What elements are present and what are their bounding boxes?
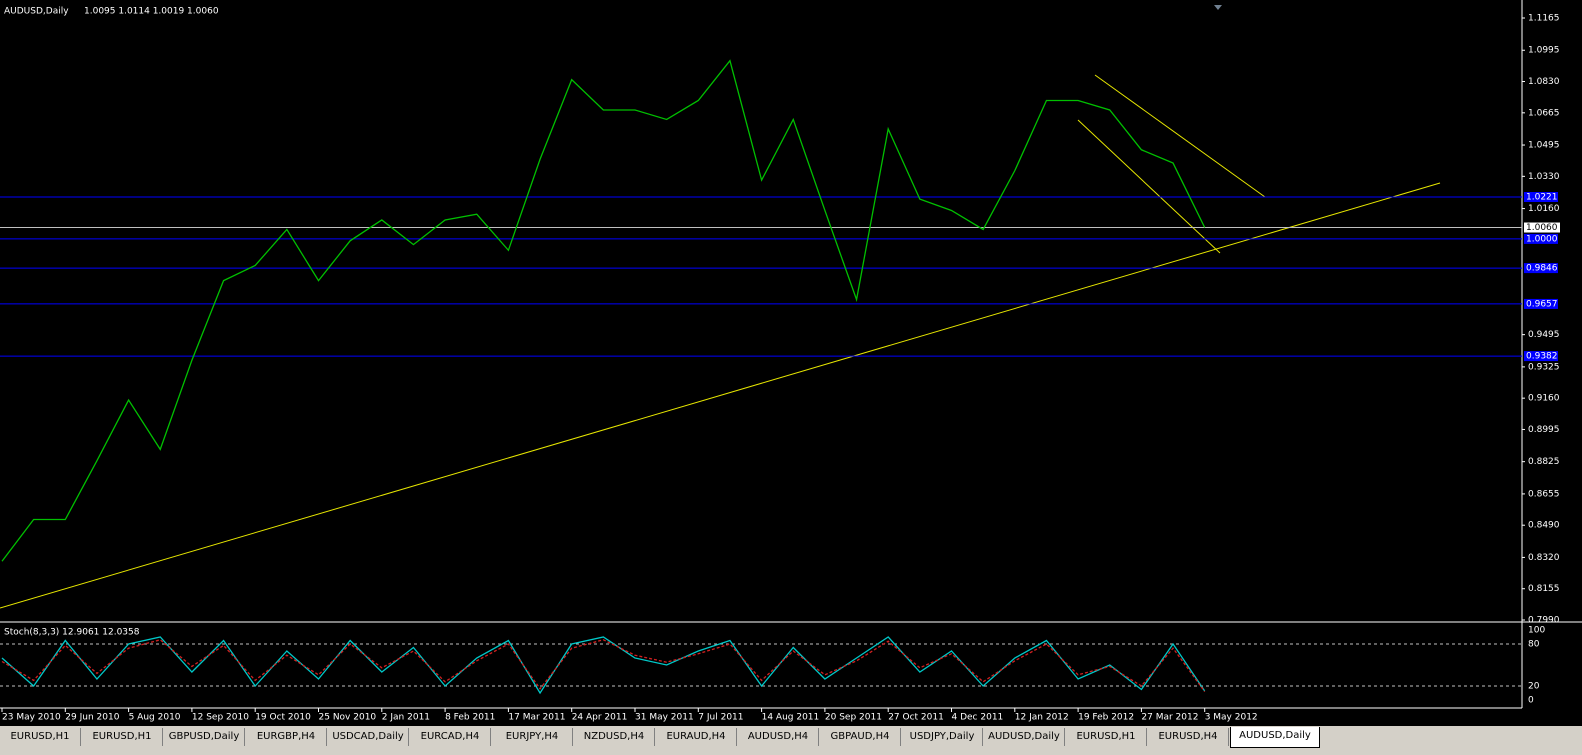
level-label-box (1524, 263, 1558, 274)
x-tick-label: 2 Jan 2011 (382, 713, 430, 723)
y-tick-label: 0.9160 (1528, 394, 1560, 404)
tab[interactable]: AUDUSD,Daily (1230, 727, 1320, 748)
y-tick-label: 20 (1528, 682, 1540, 692)
tab[interactable]: AUDUSD,Daily (984, 728, 1065, 746)
y-tick-label: 1.0830 (1528, 77, 1560, 87)
tab[interactable]: EURCAD,H4 (410, 728, 491, 746)
x-tick-label: 5 Aug 2010 (129, 713, 181, 723)
level-label: 1.0221 (1526, 192, 1558, 202)
y-tick-label: 0.8320 (1528, 553, 1560, 563)
tab[interactable]: GBPAUD,H4 (820, 728, 901, 746)
x-tick-label: 27 Oct 2011 (888, 713, 944, 723)
tab[interactable]: NZDUSD,H4 (574, 728, 655, 746)
y-tick-label: 1.0665 (1528, 108, 1560, 118)
x-tick-label: 3 May 2012 (1205, 713, 1258, 723)
x-tick-label: 20 Sep 2011 (825, 713, 882, 723)
tab[interactable]: USDCAD,Daily (328, 728, 409, 746)
y-tick-label: 1.0330 (1528, 172, 1560, 182)
y-tick-label: 0.8490 (1528, 521, 1560, 531)
x-tick-label: 31 May 2011 (635, 713, 694, 723)
shift-marker (1214, 5, 1222, 10)
y-tick-label: 0.9495 (1528, 330, 1560, 340)
level-label: 0.9657 (1526, 299, 1558, 309)
background (0, 0, 1582, 726)
level-label-box (1524, 298, 1558, 309)
level-label: 0.9846 (1526, 264, 1558, 274)
series-line (1, 639, 1206, 692)
y-tick-label: 0.8655 (1528, 489, 1560, 499)
tab[interactable]: GBPUSD,Daily (164, 728, 245, 746)
x-tick-label: 23 May 2010 (2, 713, 61, 723)
y-tick-label: 0.8825 (1528, 457, 1560, 467)
trend-line (0, 182, 1441, 609)
x-tick-label: 19 Oct 2010 (255, 713, 311, 723)
current-price-label: 1.0060 (1526, 223, 1558, 233)
y-tick-label: 1.0995 (1528, 46, 1560, 56)
level-label-box (1524, 191, 1558, 202)
y-tick-label: 0 (1528, 696, 1534, 706)
level-label-box (1524, 233, 1558, 244)
current-price-box (1524, 222, 1560, 233)
y-tick-label: 80 (1528, 640, 1540, 650)
x-tick-label: 27 Mar 2012 (1141, 713, 1198, 723)
level-label: 1.0000 (1526, 234, 1558, 244)
y-tick-label: 0.8995 (1528, 425, 1560, 435)
level-label: 0.9382 (1526, 352, 1558, 362)
x-tick-label: 14 Aug 2011 (762, 713, 820, 723)
y-tick-label: 1.1165 (1528, 14, 1560, 24)
x-tick-label: 17 Mar 2011 (508, 713, 565, 723)
y-tick-label: 0.9325 (1528, 362, 1560, 372)
tab[interactable]: EURUSD,H1 (0, 728, 81, 746)
x-tick-label: 7 Jul 2011 (698, 713, 743, 723)
symbol: AUDUSD,Daily (4, 7, 69, 17)
x-tick-label: 24 Apr 2011 (572, 713, 628, 723)
x-tick-label: 29 Jun 2010 (65, 713, 119, 723)
tab[interactable]: EURJPY,H4 (492, 728, 573, 746)
y-tick-label: 1.0160 (1528, 204, 1560, 214)
indicator-title: Stoch(8,3,3) 12.9061 12.0358 (4, 628, 140, 638)
tab[interactable]: EURUSD,H4 (1148, 728, 1229, 746)
chart-window: AUDUSD,Daily 1.0095 1.0114 1.0019 1.0060… (0, 0, 1582, 726)
tab[interactable]: AUDUSD,H4 (738, 728, 819, 746)
ohlc: 1.0095 1.0114 1.0019 1.0060 (84, 7, 219, 17)
tab[interactable]: EURUSD,H1 (82, 728, 163, 746)
y-tick-label: 1.0495 (1528, 141, 1560, 151)
x-tick-label: 8 Feb 2011 (445, 713, 495, 723)
x-tick-label: 4 Dec 2011 (952, 713, 1004, 723)
channel-line (1094, 74, 1266, 198)
tab[interactable]: EURGBP,H4 (246, 728, 327, 746)
x-tick-label: 12 Sep 2010 (192, 713, 249, 723)
x-tick-label: 25 Nov 2010 (319, 713, 377, 723)
channel-line (1077, 119, 1221, 254)
tab[interactable]: USDJPY,Daily (902, 728, 983, 746)
x-tick-label: 19 Feb 2012 (1078, 713, 1134, 723)
y-tick-label: 0.7990 (1528, 616, 1560, 626)
x-tick-label: 12 Jan 2012 (1015, 713, 1069, 723)
series-line (1, 59, 1206, 562)
y-tick-label: 100 (1528, 626, 1545, 636)
tab[interactable]: EURAUD,H4 (656, 728, 737, 746)
y-tick-label: 0.8155 (1528, 584, 1560, 594)
level-label-box (1524, 351, 1558, 362)
tab[interactable]: EURUSD,H1 (1066, 728, 1147, 746)
